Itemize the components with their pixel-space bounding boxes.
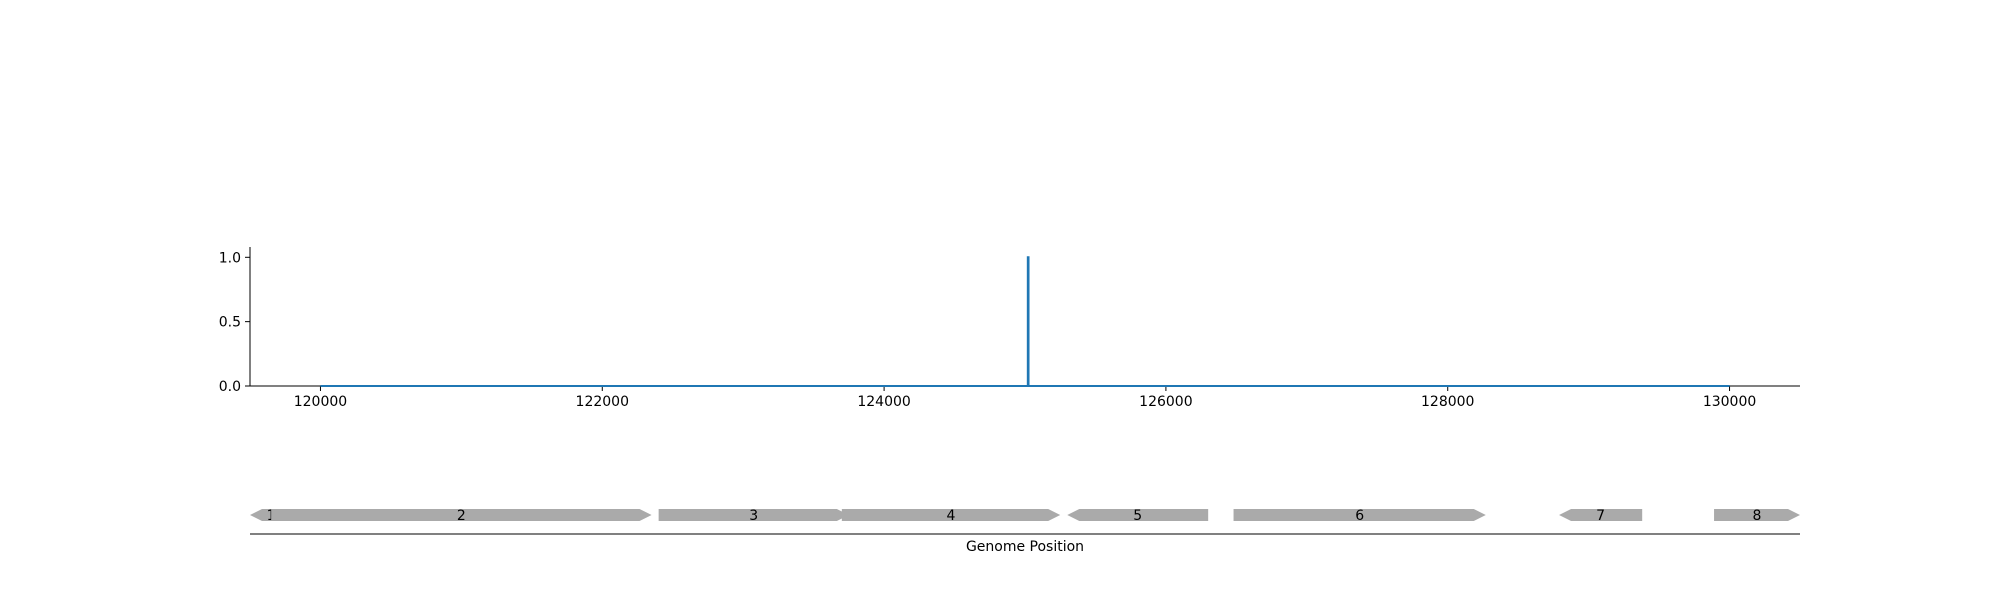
series-line [320,256,1730,387]
gene-track: 12345678 Genome Position [250,508,1800,555]
gene-arrow [1559,509,1643,521]
gene-label: 4 [947,508,956,524]
x-ticks: 120000 122000 124000 126000 128000 130000 [294,386,1756,410]
y-tick-label: 0.0 [219,379,241,395]
gene-arrow [1233,509,1486,521]
x-tick-label: 130000 [1703,394,1756,410]
gene-label: 3 [749,508,758,524]
x-tick-label: 128000 [1421,394,1474,410]
gene-arrow [1067,509,1209,521]
signal-plot: 0.0 0.5 1.0 120000 122000 124000 126000 128000… [219,247,1800,410]
y-tick-label: 0.5 [219,315,241,331]
signal-lines [320,256,1730,387]
gene-label: 2 [457,508,466,524]
y-ticks: 0.0 0.5 1.0 [219,250,250,395]
gene-label: 6 [1355,508,1364,524]
x-tick-label: 126000 [1139,394,1192,410]
gene-arrow [271,509,652,521]
y-tick-label: 1.0 [219,250,241,266]
gene-label: 8 [1753,508,1762,524]
gene-label: 7 [1596,508,1605,524]
gene-arrow [658,509,849,521]
x-tick-label: 124000 [857,394,910,410]
gene-arrows: 12345678 [250,508,1800,524]
gene-arrow [1714,509,1800,521]
gene-arrow [841,509,1061,521]
x-tick-label: 122000 [576,394,629,410]
x-tick-label: 120000 [294,394,347,410]
gene-label: 5 [1133,508,1142,524]
gene-track-xlabel: Genome Position [966,539,1084,555]
